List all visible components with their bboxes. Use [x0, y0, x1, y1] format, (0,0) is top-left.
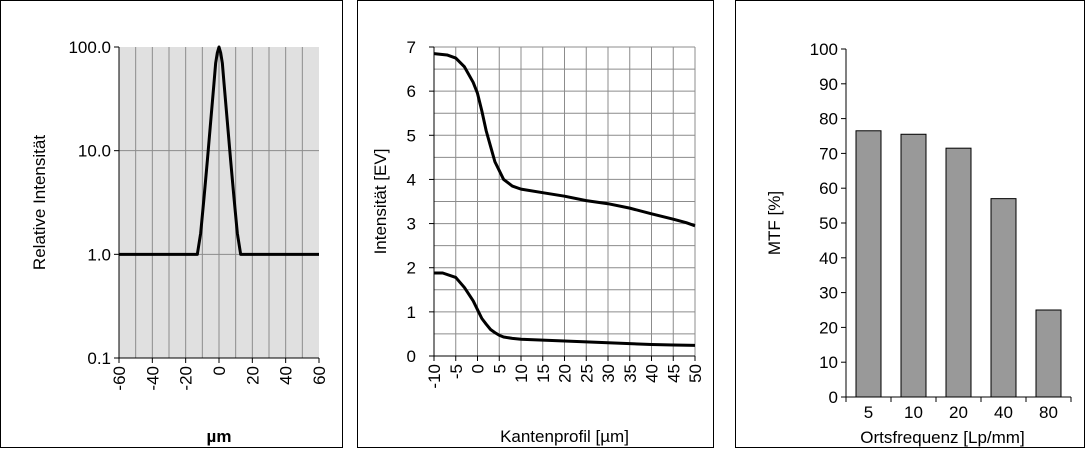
x-tick-label: 40	[643, 364, 662, 383]
y-tick-label: 4	[407, 170, 416, 189]
x-tick-label: 5	[490, 364, 509, 373]
y-tick-label: 90	[819, 75, 838, 94]
y-axis-label: Relative Intensität	[30, 135, 49, 270]
y-tick-label: 0	[407, 347, 416, 366]
x-tick-label: 0	[210, 366, 229, 375]
x-tick-label: 30	[599, 364, 618, 383]
y-tick-label: 2	[407, 259, 416, 278]
y-tick-label: 40	[819, 249, 838, 268]
mtf-chart: 0 10 20 30 40 50 60 70 80 90 100 5 10 20 40 80 MTF [%] Or…	[765, 40, 1072, 447]
y-axis-label: Intensität [EV]	[371, 149, 390, 255]
y-tick-label: 100.0	[68, 38, 111, 57]
y-axis-label: MTF [%]	[765, 191, 784, 255]
mtf-chart-panel: 0 10 20 30 40 50 60 70 80 90 100 5 10 20 40 80 MTF [%] Or…	[735, 0, 1085, 448]
y-tick-label: 50	[819, 214, 838, 233]
x-tick-label: 60	[310, 366, 329, 385]
x-tick-label: -40	[143, 366, 162, 391]
series-line	[119, 45, 319, 256]
y-tick-label: 10	[819, 353, 838, 372]
psf-chart: 0.1 1.0 10.0 100.0 -60 -40 -20 0 20 40 60 Relative …	[30, 38, 329, 446]
x-tick-label: 45	[664, 364, 683, 383]
y-tick-label: 5	[407, 126, 416, 145]
x-tick-label: 20	[243, 366, 262, 385]
x-tick-label: 0	[469, 364, 488, 373]
x-tick-label: 10	[904, 403, 923, 422]
y-tick-label: 100	[810, 40, 838, 59]
y-tick-label: 6	[407, 82, 416, 101]
edge-profile-chart-panel: 0 1 2 3 4 5 6 7 -10 -5 0 5 10 15 20 25 30 35 40 45 50 Intensi…	[357, 0, 714, 448]
x-tick-label: 25	[577, 364, 596, 383]
x-axis-label: Ortsfrequenz [Lp/mm]	[860, 428, 1024, 447]
x-tick-label: -20	[177, 366, 196, 391]
bar	[945, 147, 972, 398]
series-line	[434, 271, 696, 347]
x-tick-label: 50	[686, 364, 705, 383]
x-axis-label: µm	[207, 427, 232, 446]
x-tick-label: 15	[534, 364, 553, 383]
x-tick-label: 10	[512, 364, 531, 383]
y-tick-label: 1	[407, 303, 416, 322]
x-tick-label: -5	[447, 364, 466, 379]
x-axis-label: Kantenprofil [µm]	[500, 427, 629, 446]
y-tick-label: 0.1	[87, 349, 111, 368]
y-tick-label: 10.0	[78, 142, 111, 161]
bar	[1035, 309, 1062, 398]
x-tick-label: 20	[949, 403, 968, 422]
y-tick-label: 7	[407, 38, 416, 57]
y-tick-label: 80	[819, 110, 838, 129]
x-tick-label: -60	[110, 366, 129, 391]
psf-chart-panel: 0.1 1.0 10.0 100.0 -60 -40 -20 0 20 40 60 Relative …	[0, 0, 343, 448]
x-tick-label: -10	[425, 364, 444, 389]
y-tick-label: 60	[819, 179, 838, 198]
bar	[990, 198, 1017, 398]
x-tick-label: 35	[621, 364, 640, 383]
x-tick-label: 40	[277, 366, 296, 385]
y-tick-label: 1.0	[87, 245, 111, 264]
y-tick-label: 20	[819, 318, 838, 337]
bar	[855, 130, 882, 398]
x-tick-label: 80	[1039, 403, 1058, 422]
bar	[900, 133, 927, 398]
series-line	[433, 52, 696, 228]
y-tick-label: 3	[407, 215, 416, 234]
x-tick-label: 20	[556, 364, 575, 383]
y-tick-label: 30	[819, 284, 838, 303]
y-tick-label: 70	[819, 144, 838, 163]
y-tick-label: 0	[829, 388, 838, 407]
x-tick-label: 5	[864, 403, 873, 422]
x-tick-label: 40	[994, 403, 1013, 422]
